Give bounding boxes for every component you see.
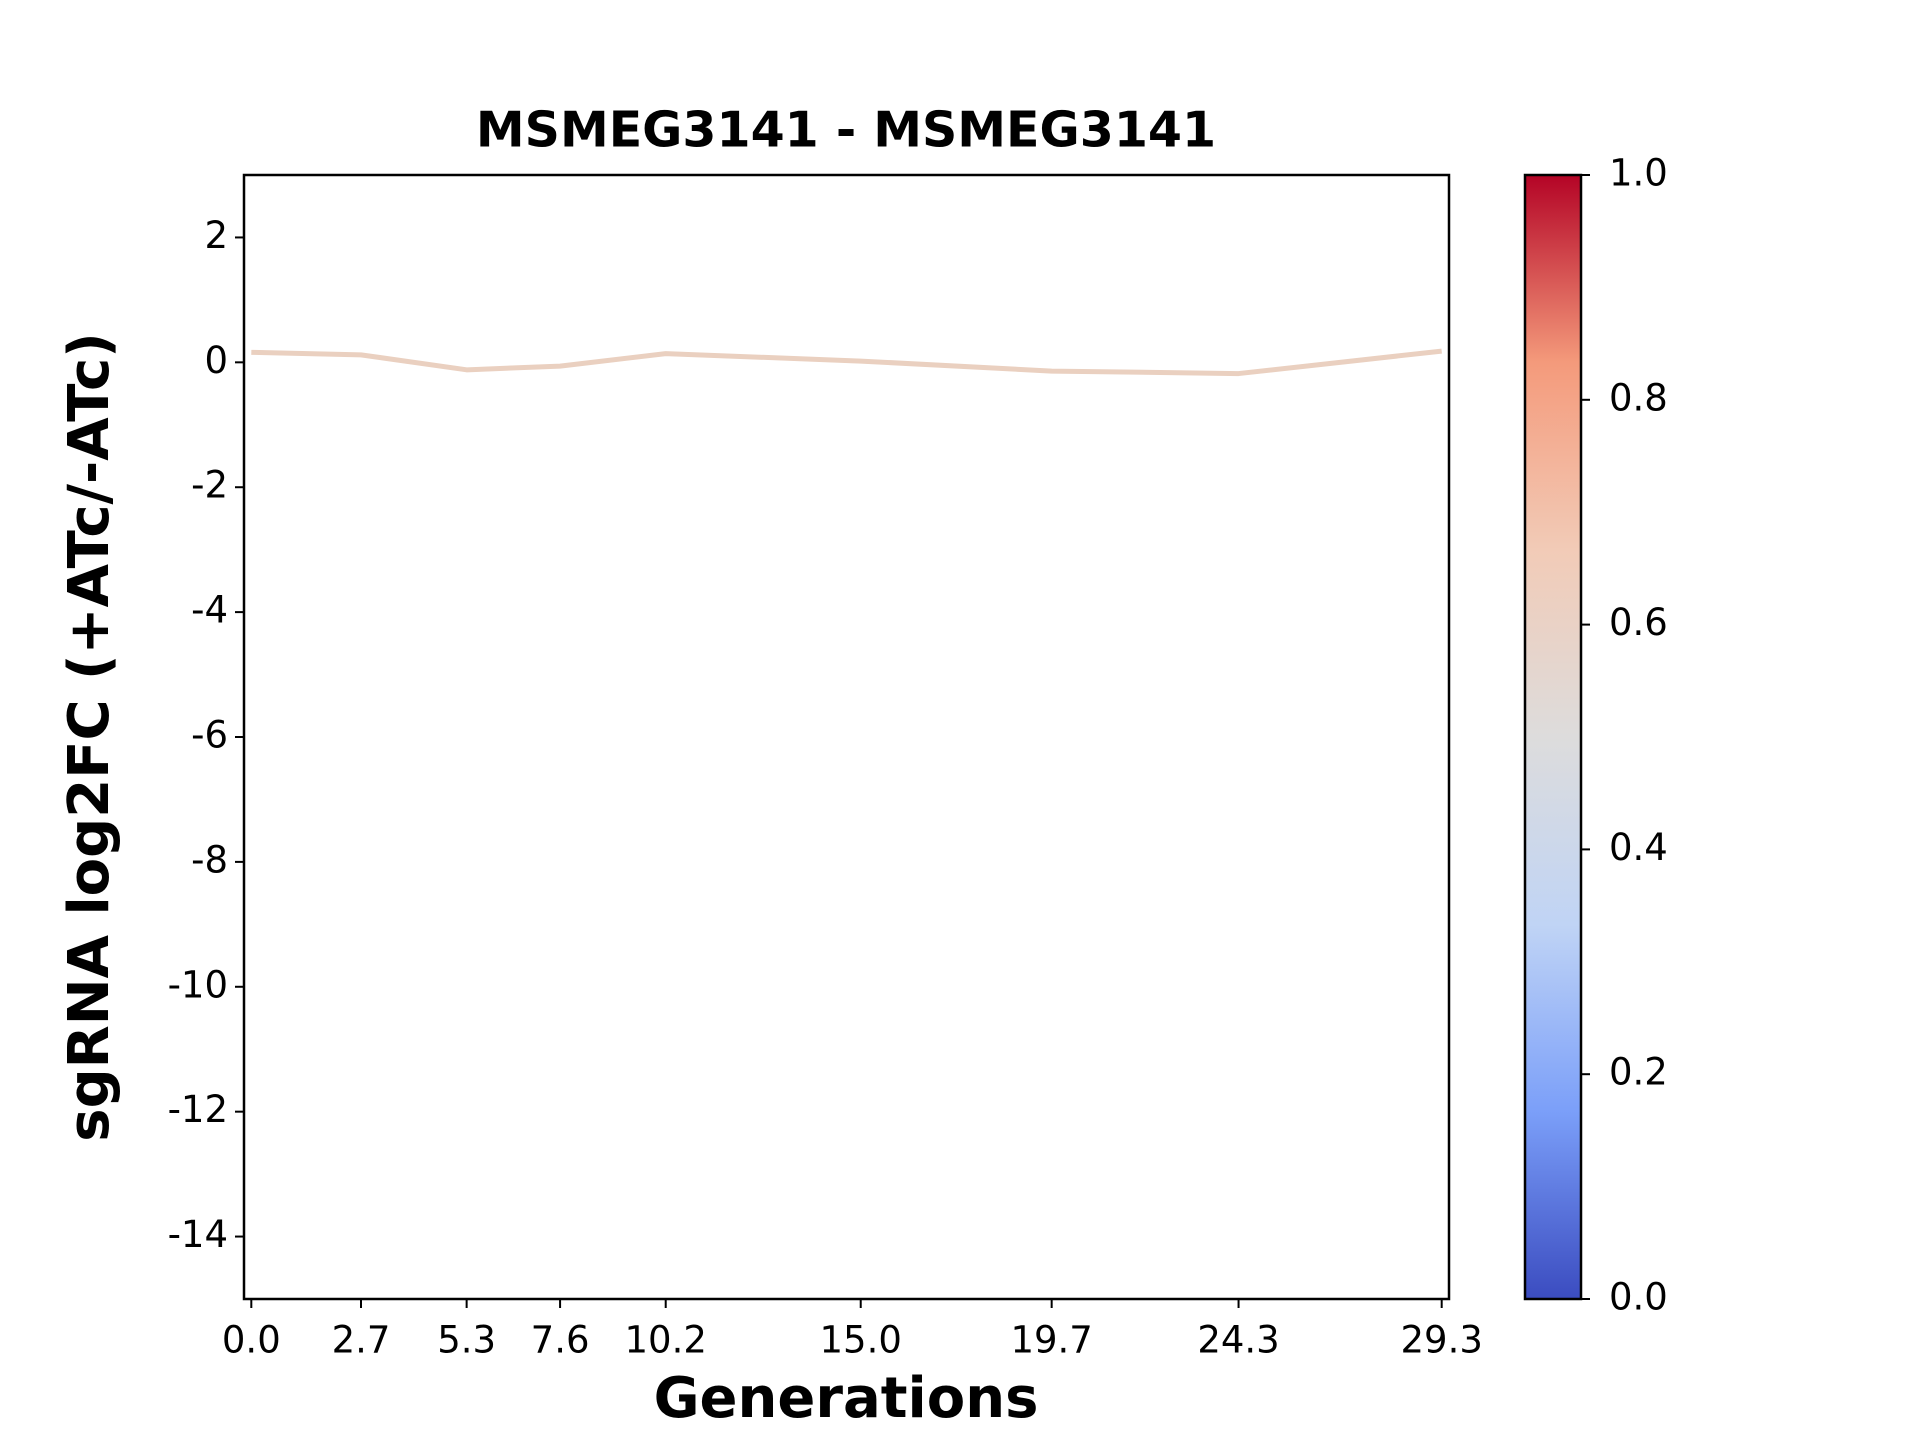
y-tick-label: -6: [191, 714, 228, 757]
colorbar: [1523, 173, 1583, 1301]
y-tick-label: 0: [204, 339, 228, 382]
data-line: [251, 348, 1442, 377]
x-tick-label: 29.3: [1400, 1319, 1482, 1362]
x-tick-label: 10.2: [625, 1319, 707, 1362]
x-tick-label: 15.0: [820, 1319, 902, 1362]
x-tick-label: 7.6: [531, 1319, 590, 1362]
x-tick-label: 19.7: [1010, 1319, 1092, 1362]
colorbar-tick-label: 0.0: [1609, 1276, 1668, 1319]
y-axis-label: sgRNA log2FC (+ATc/-ATc): [57, 332, 122, 1142]
x-tick-label: 5.3: [437, 1319, 496, 1362]
x-axis-label: Generations: [654, 1366, 1039, 1431]
y-tick-label: -4: [191, 589, 228, 632]
colorbar-tick-label: 0.4: [1609, 826, 1668, 869]
x-tick-label: 0.0: [222, 1319, 281, 1362]
y-tick-label: -8: [191, 838, 228, 881]
y-tick-label: -14: [168, 1213, 228, 1256]
chart-title: MSMEG3141 - MSMEG3141: [476, 102, 1216, 159]
plot-frame: [242, 173, 1451, 1301]
x-tick-label: 2.7: [332, 1319, 391, 1362]
x-tick-label: 24.3: [1197, 1319, 1279, 1362]
colorbar-tick-label: 0.2: [1609, 1051, 1668, 1094]
colorbar-tick-label: 0.6: [1609, 601, 1668, 644]
y-tick-label: -2: [191, 464, 228, 507]
y-tick-label: -12: [168, 1088, 228, 1131]
colorbar-tick-label: 0.8: [1609, 376, 1668, 419]
colorbar-tick-label: 1.0: [1609, 152, 1668, 195]
y-tick-label: 2: [204, 214, 228, 257]
y-tick-label: -10: [168, 963, 228, 1006]
